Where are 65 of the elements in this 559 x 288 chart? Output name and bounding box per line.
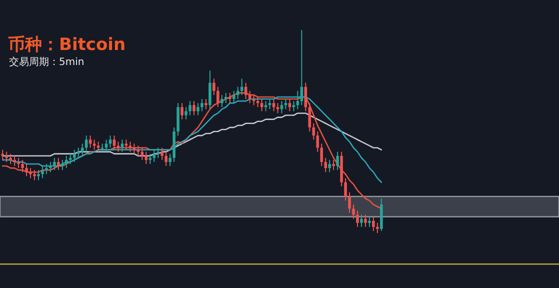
candlestick [208, 70, 212, 110]
candlestick [17, 157, 20, 169]
candlestick [312, 122, 316, 140]
candlestick [68, 153, 72, 164]
candlestick [316, 131, 320, 152]
candlestick [308, 102, 312, 132]
candlestick [320, 143, 323, 167]
candlestick [348, 192, 351, 214]
candlestick [212, 78, 216, 96]
candlestick [21, 159, 24, 173]
candlestick [192, 100, 196, 116]
candlestick [180, 102, 184, 120]
candlestick [132, 143, 136, 154]
candlestick [216, 86, 220, 108]
candlestick [72, 149, 76, 162]
candlestick [360, 214, 363, 228]
candlestick [33, 170, 36, 181]
candlestick [9, 153, 12, 164]
candlestick [372, 216, 375, 232]
candlestick [184, 106, 188, 120]
candlestick [324, 157, 327, 173]
candlestick [368, 216, 371, 228]
candlestick [224, 92, 228, 104]
candlestick [228, 92, 232, 104]
candlestick [168, 153, 172, 167]
candlestick [61, 159, 64, 171]
candlestick [352, 204, 355, 220]
candlestick [156, 147, 160, 158]
candlestick [5, 151, 8, 162]
candlestick [144, 151, 148, 164]
candlestick [13, 155, 16, 167]
candlestick [196, 102, 200, 116]
candlestick [53, 157, 56, 171]
candlestick [220, 94, 224, 108]
candlestick [25, 163, 28, 177]
candlestick [29, 168, 32, 179]
candlestick [232, 90, 236, 104]
candlestick [336, 151, 339, 171]
text: 交易周期：5min [9, 56, 84, 68]
candlestick [45, 163, 48, 175]
candlestick [160, 147, 164, 160]
candlestick [188, 100, 192, 116]
candlestick [76, 147, 80, 158]
candlestick [100, 143, 104, 152]
candlestick [37, 170, 40, 181]
candlestick [148, 153, 152, 164]
candlestick [364, 214, 367, 228]
candlestick [376, 222, 379, 234]
chart-title: 币种：Bitcoin [7, 35, 126, 55]
candlestick [204, 98, 208, 110]
candlestick [49, 161, 52, 173]
candlestick [164, 151, 168, 167]
candlestick [80, 143, 84, 156]
candlestick [344, 178, 347, 202]
candlestick [332, 159, 335, 171]
candlestick [64, 155, 68, 169]
candlestick [304, 82, 308, 112]
candlestick [200, 98, 204, 112]
candlestick [152, 149, 156, 162]
candlestick [57, 157, 60, 171]
candlestick [328, 159, 331, 173]
candlestick [1, 149, 4, 160]
candlestick [41, 166, 44, 179]
candlestick [236, 86, 240, 100]
candlestick [356, 210, 359, 228]
